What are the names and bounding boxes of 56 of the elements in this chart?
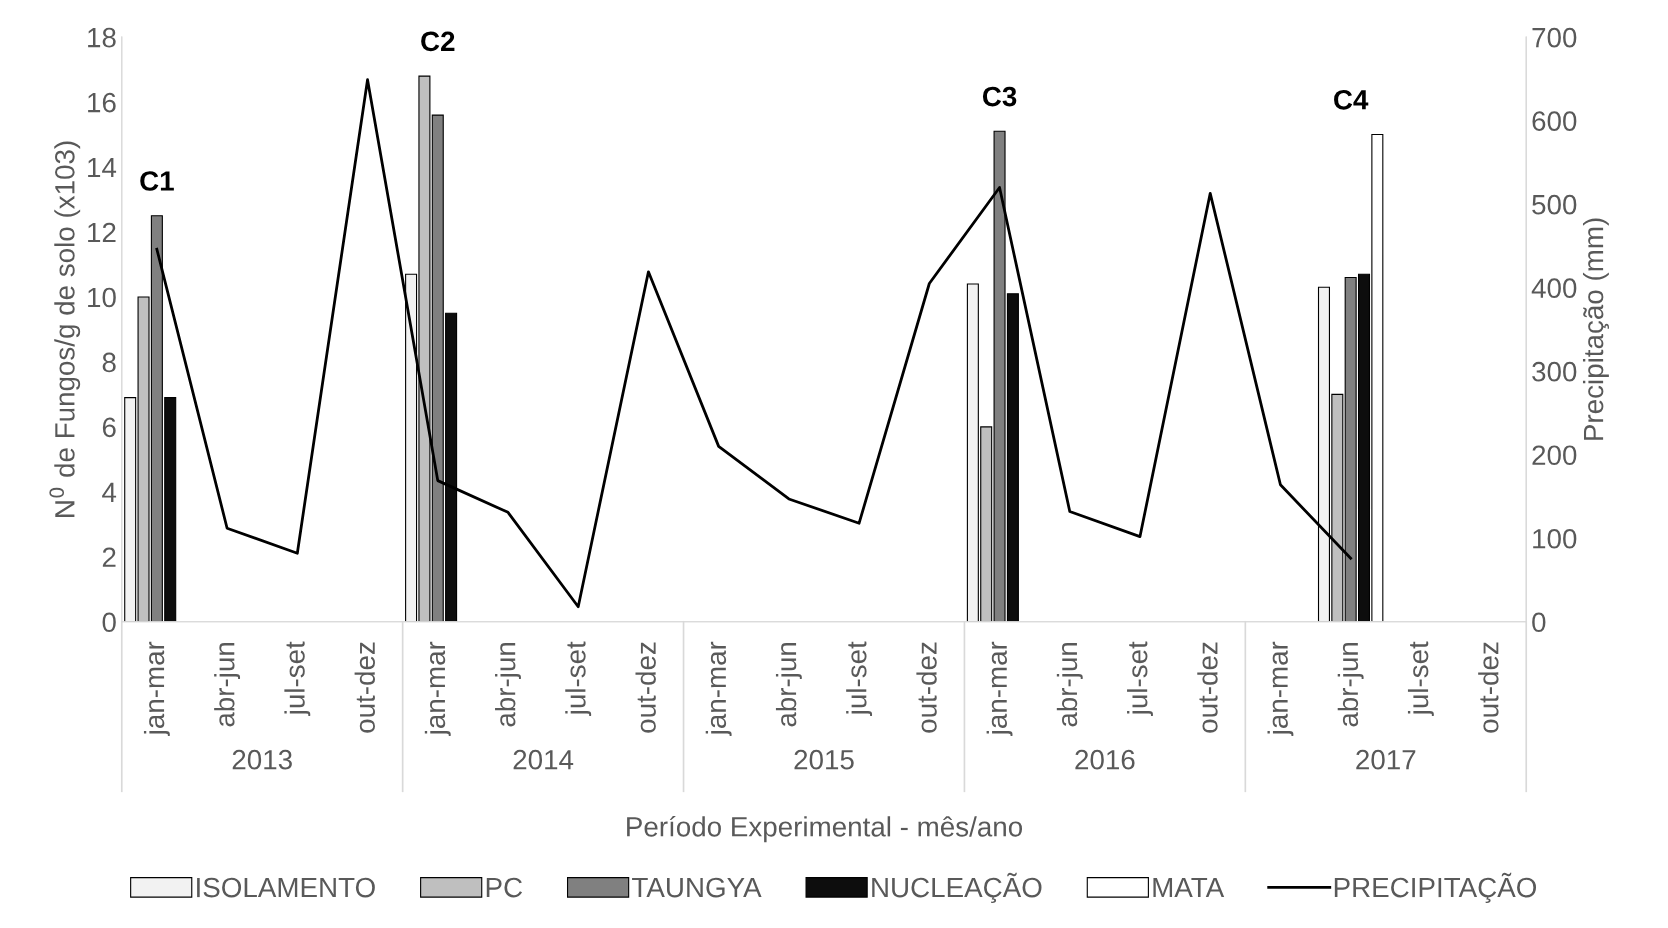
- x-tick-label: jan-mar: [1267, 641, 1294, 737]
- y2-axis-title: Precipitação (mm): [1582, 218, 1609, 440]
- x-tick-label: out-dez: [635, 642, 656, 733]
- y-tick-label: 18: [88, 27, 116, 48]
- x-tick-label: abr-jun: [1337, 643, 1364, 727]
- y-tick-label: 6: [102, 417, 116, 438]
- y-tick-label: 8: [102, 352, 116, 373]
- x-tick-label: abr-jun: [214, 643, 241, 727]
- legend-label: PRECIPITAÇÃO: [1334, 872, 1537, 903]
- x-tick-label: jul-set: [1127, 641, 1153, 716]
- legend-label: PC: [486, 877, 523, 898]
- y-tick-label: 2: [102, 547, 116, 567]
- y-tick-label: 10: [88, 287, 116, 308]
- x-tick-label: jul-set: [565, 641, 592, 716]
- y-tick-label: 4: [102, 482, 117, 502]
- y2-tick-label: 300: [1532, 361, 1577, 382]
- x-tick-label: jul-set: [284, 641, 311, 716]
- x-tick-label: out-dez: [354, 642, 375, 733]
- text: 2016: [1075, 749, 1135, 770]
- y-axis-title: N$^{0}$ de Fungos/g de solo (x103): [49, 141, 81, 517]
- x-tick-label: jan-mar: [986, 641, 1013, 737]
- y2-tick-label: 100: [1533, 528, 1577, 549]
- x-tick-label: abr-jun: [1056, 643, 1083, 727]
- x-tick-label: jul-set: [1407, 641, 1434, 716]
- legend-label: MATA: [1153, 878, 1225, 898]
- x-tick-label: out-dez: [1197, 642, 1218, 733]
- x-tick-label: abr-jun: [495, 643, 521, 727]
- text: 2014: [513, 749, 574, 770]
- legend-label: ISOLAMENTO: [197, 877, 375, 898]
- y-tick-label: 16: [88, 92, 116, 113]
- y2-tick-label: 600: [1532, 111, 1577, 131]
- x-tick-label: abr-jun: [775, 643, 802, 727]
- x-tick-label: jul-set: [846, 641, 873, 716]
- y2-tick-label: 200: [1532, 445, 1577, 466]
- annotation: C1: [140, 171, 174, 191]
- text: 2015: [794, 749, 854, 770]
- y2-tick-label: 700: [1532, 27, 1577, 48]
- y-tick-label: 0: [102, 612, 116, 633]
- x-axis-title: Período Experimental - mês/ano: [627, 815, 1023, 843]
- x-tick-label: jan-mar: [705, 641, 732, 737]
- y2-tick-label: 400: [1531, 278, 1577, 299]
- x-tick-label: jan-mar: [143, 641, 170, 737]
- annotation: C2: [421, 31, 455, 52]
- y2-tick-label: 0: [1532, 612, 1546, 633]
- y2-tick-label: 500: [1532, 194, 1577, 215]
- text: 2017: [1356, 749, 1416, 770]
- legend-label: NUCLEAÇÃO: [872, 872, 1042, 903]
- x-tick-label: jan-mar: [424, 641, 451, 737]
- y-tick-label: 14: [88, 157, 117, 178]
- y-tick-label: 12: [88, 222, 116, 243]
- x-tick-label: out-dez: [1478, 642, 1499, 733]
- text: 2013: [232, 749, 292, 770]
- legend-label: TAUNGYA: [632, 877, 762, 898]
- annotation: C3: [982, 86, 1017, 107]
- annotation: C4: [1334, 89, 1369, 110]
- x-tick-label: out-dez: [916, 642, 937, 733]
